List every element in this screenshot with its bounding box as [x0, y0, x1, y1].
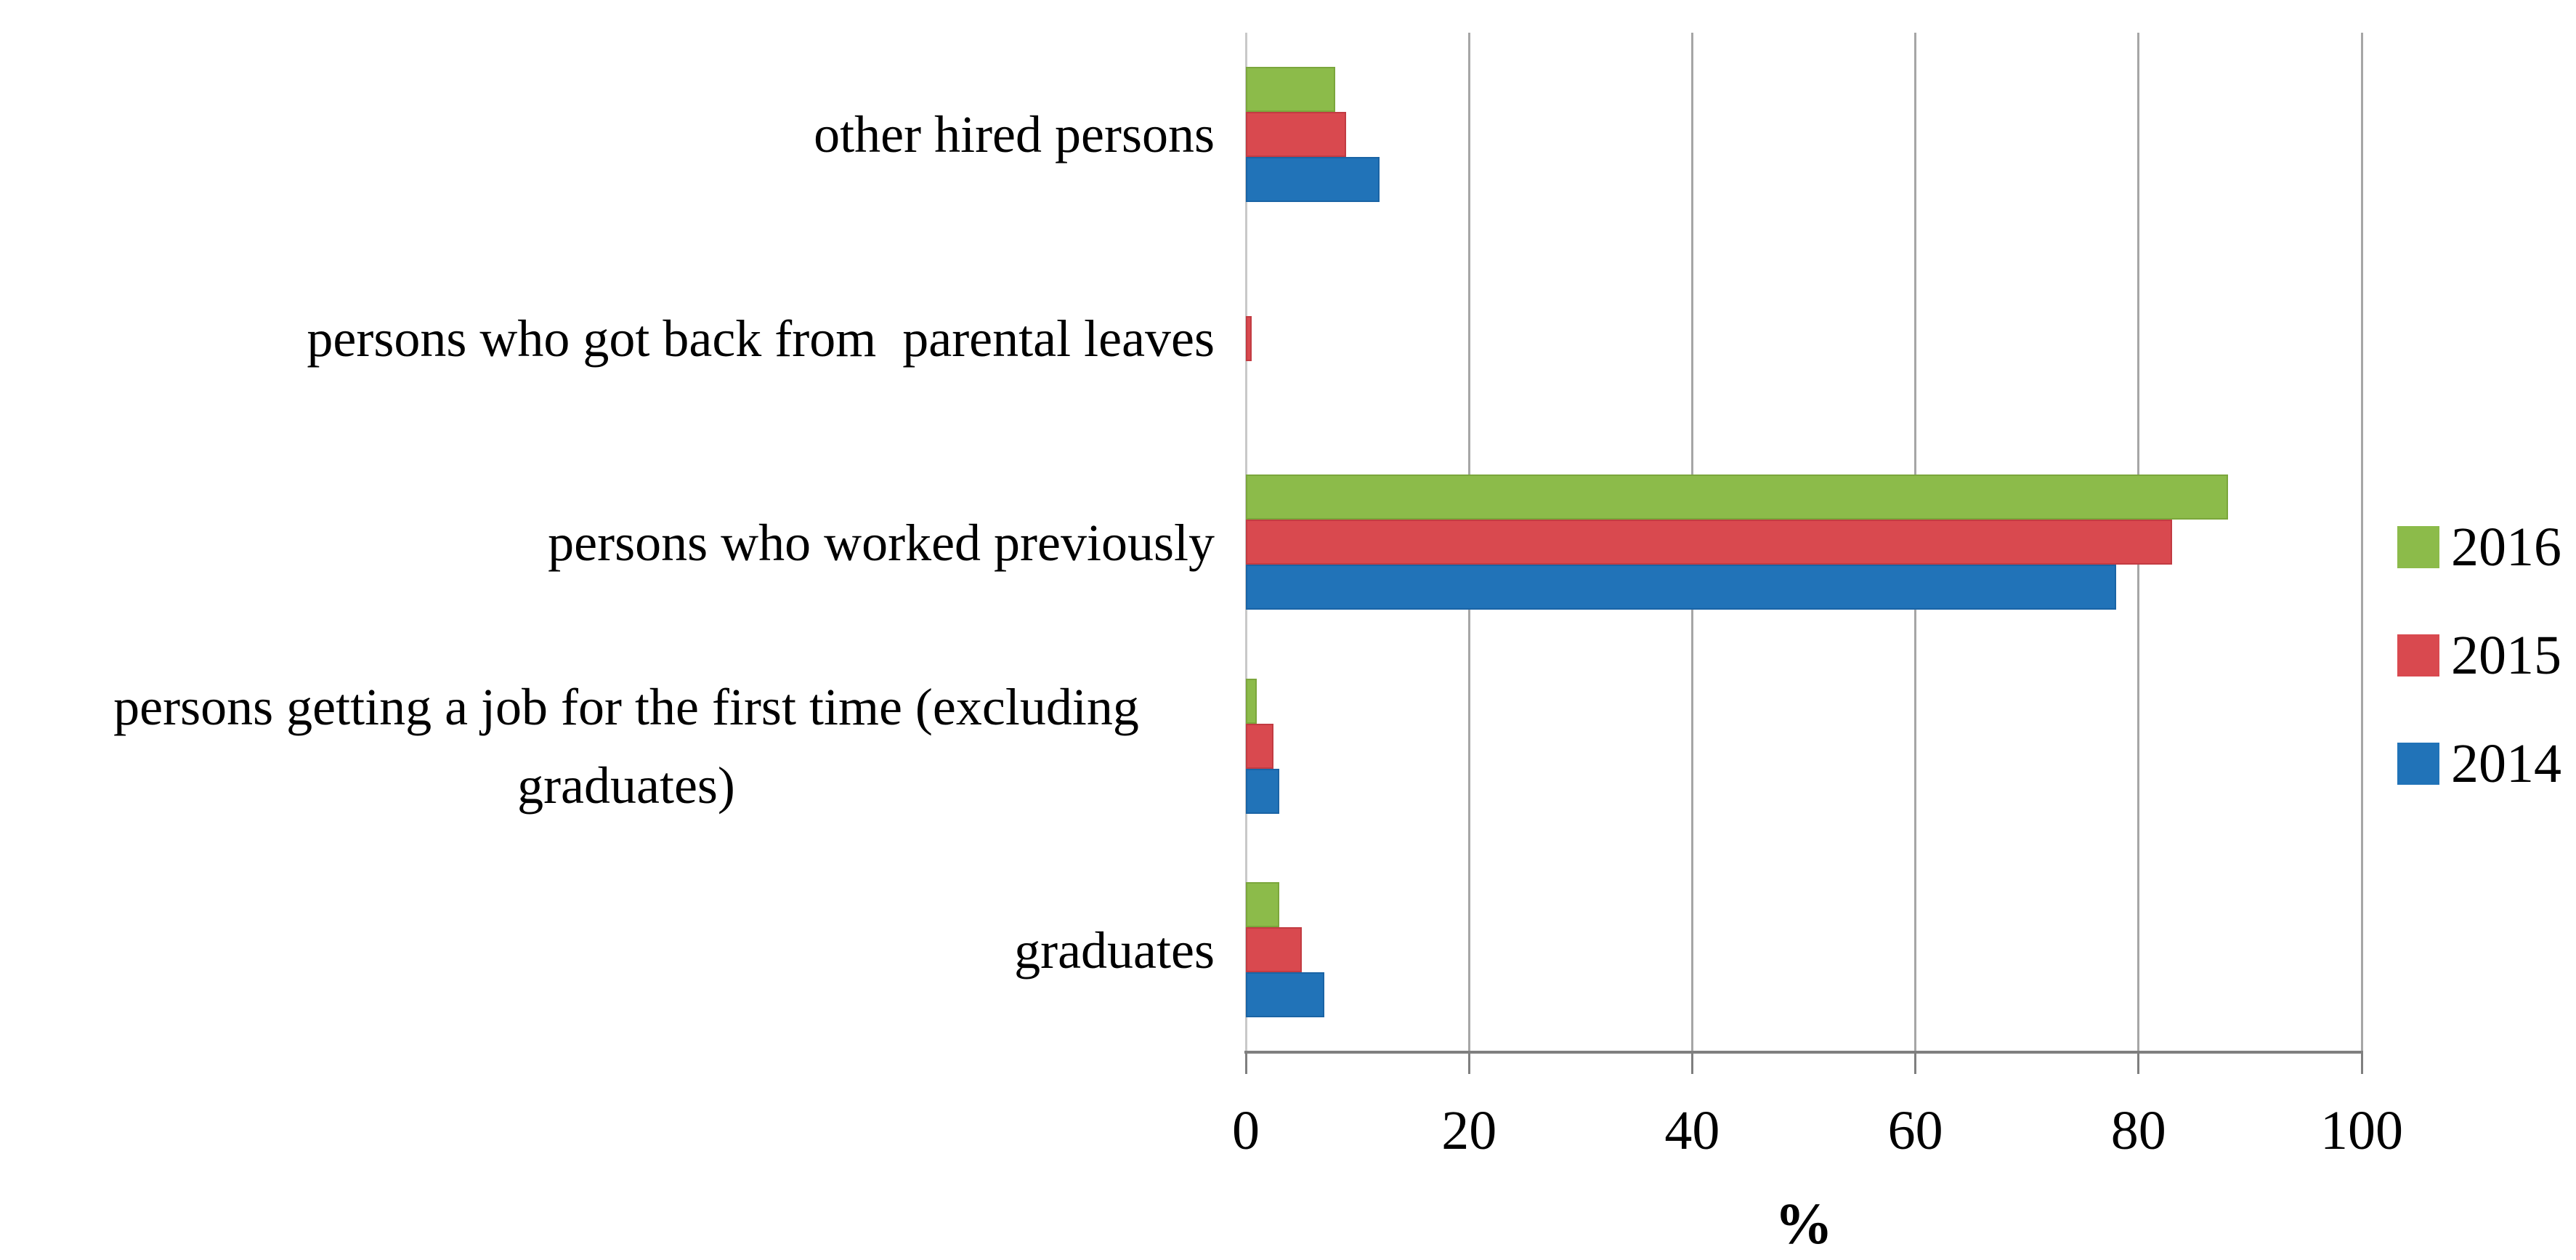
legend: 2016 2015 2014: [2397, 493, 2561, 817]
bar-2014-3: [1246, 768, 1280, 814]
category-label-0: other hired persons: [814, 105, 1215, 164]
x-axis-line: [1244, 1051, 2363, 1054]
legend-swatch-2015: [2397, 634, 2439, 677]
tick-label-0: 0: [1232, 1100, 1260, 1161]
legend-item-2016: 2016: [2397, 493, 2561, 601]
axis-tick-60: [1914, 1052, 1917, 1074]
bar-2016-3: [1246, 678, 1257, 724]
legend-item-2014: 2014: [2397, 709, 2561, 817]
legend-label-2014: 2014: [2451, 732, 2561, 794]
gridline-100: [2360, 33, 2363, 1052]
axis-tick-80: [2137, 1052, 2140, 1074]
axis-tick-40: [1690, 1052, 1693, 1074]
bar-2016-2: [1246, 474, 2228, 520]
bar-2014-4: [1246, 972, 1324, 1018]
bar-2015-1: [1246, 315, 1252, 361]
bar-2014-2: [1246, 565, 2117, 610]
bar-2016-0: [1246, 67, 1335, 112]
tick-label-20: 20: [1441, 1100, 1497, 1161]
tick-label-40: 40: [1664, 1100, 1720, 1161]
category-label-4: graduates: [1014, 921, 1215, 980]
category-label-1: persons who got back from parental leave…: [307, 309, 1215, 368]
bar-2016-4: [1246, 882, 1280, 928]
bar-2015-4: [1246, 927, 1302, 973]
tick-label-80: 80: [2110, 1100, 2166, 1161]
legend-item-2015: 2015: [2397, 601, 2561, 709]
x-axis-title: %: [1775, 1192, 1833, 1256]
axis-tick-0: [1244, 1052, 1247, 1074]
legend-label-2016: 2016: [2451, 516, 2561, 578]
category-label-2: persons who worked previously: [548, 513, 1215, 572]
bar-2015-3: [1246, 723, 1274, 769]
tick-label-60: 60: [1887, 1100, 1943, 1161]
tick-label-100: 100: [2320, 1100, 2403, 1161]
legend-swatch-2014: [2397, 742, 2439, 785]
legend-swatch-2016: [2397, 525, 2439, 568]
category-label-3: persons getting a job for the first time…: [113, 678, 1152, 815]
bar-2015-0: [1246, 112, 1347, 157]
bar-2014-0: [1246, 157, 1380, 202]
axis-tick-20: [1467, 1052, 1470, 1074]
axis-tick-100: [2360, 1052, 2363, 1074]
bar-2015-2: [1246, 520, 2172, 565]
legend-label-2015: 2015: [2451, 624, 2561, 686]
